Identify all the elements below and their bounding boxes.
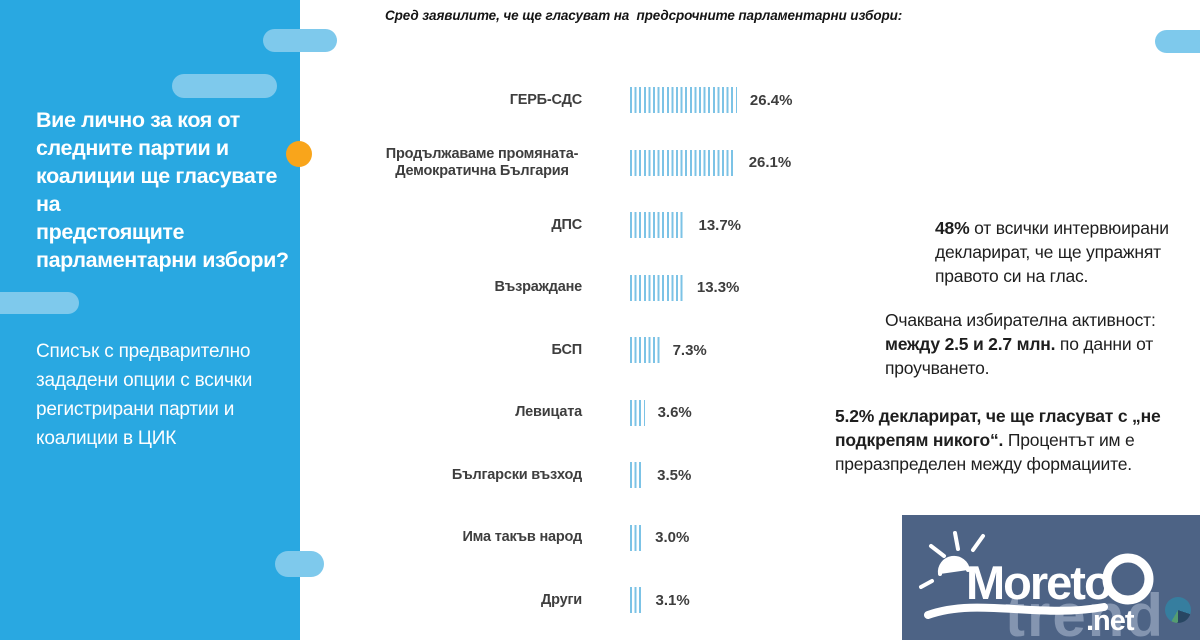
survey-question-title: Вие лично за коя от следните партии и ко… [36,108,289,272]
hatched-bar [630,524,643,551]
summary-text: Очаквана избирателна активност: [885,310,1156,330]
hatched-bar [630,399,645,426]
decor-pill [1155,30,1200,53]
chart-row: Български възход 3.5% [382,444,691,506]
bar-category-label: ГЕРБ-СДС [509,91,582,108]
summary-text: по данни от проучването. [885,334,1154,378]
survey-question-note: Списък с предварително зададени опции с … [36,341,253,449]
chart-row: ГЕРБ-СДС 26.4% [382,69,792,131]
hatched-bar [630,462,645,488]
sun-icon [919,531,985,589]
bar-value-label: 13.7% [698,216,742,234]
bar-value-label: 3.5% [657,466,692,484]
trend-pie-icon [1165,597,1191,623]
bar-value-label: 13.3% [696,279,740,296]
bar-category-label: Други [540,591,582,608]
moreto-logo-box: trend Moreto .net [902,515,1200,640]
decor-pill [263,29,337,52]
bar-category-label: Възраждане [494,279,582,295]
summary-text: от всички интервюирани декларират, че ще… [935,218,1169,286]
bar-value-label: 3.6% [657,404,692,421]
chart-row: ДПС 13.7% [382,194,741,256]
hatched-bar [630,337,660,363]
logo-suffix-text: .net [1086,605,1135,635]
summary-highlight: 48% [935,218,970,238]
bar-value-label: 26.4% [749,91,793,109]
chart-row: Левицата 3.6% [382,382,692,444]
summary-text-block: 5.2% декларират, че ще гласуват с „не по… [835,404,1185,476]
summary-highlight: между 2.5 и 2.7 млн. [885,334,1056,354]
chart-row: Има такъв народ 3.0% [382,507,689,569]
summary-text-block: 48% от всички интервюирани декларират, ч… [935,216,1177,288]
chart-row: Други 3.1% [382,569,690,631]
chart-row: Възраждане 13.3% [382,257,739,319]
bar-category-label: ДПС [551,216,582,233]
summary-text-block: Очаквана избирателна активност: между 2.… [885,308,1181,380]
bar-category-label: Продължаваме промяната-Демократична Бълг… [385,145,579,179]
hatched-bar [630,149,736,176]
hatched-bar [630,587,643,613]
chart-row: БСП 7.3% [382,319,707,381]
bar-value-label: 7.3% [672,341,707,359]
chart-row: Продължаваме промяната-Демократична Бълг… [382,132,792,194]
orange-dot [286,141,312,167]
hatched-bar [630,87,737,113]
logo-swoosh [924,603,1108,619]
chart-title: Сред заявилите, че ще гласуват на предср… [385,8,903,23]
bar-value-label: 26.1% [748,154,792,171]
bar-category-label: Има такъв народ [462,529,582,545]
bar-category-label: Левицата [515,404,582,420]
summary-text: Процентът им е преразпределен между форм… [835,430,1135,474]
sidebar-panel: Вие лично за коя от следните партии и ко… [0,0,300,640]
logo-ring [1102,553,1154,605]
moreto-logo: Moreto .net [919,531,1154,635]
logo-brand-text: Moreto [966,556,1111,609]
hatched-bar [630,274,684,301]
hatched-bar [630,212,686,238]
bar-category-label: Български възход [451,466,582,483]
bar-value-label: 3.0% [655,529,690,546]
bar-value-label: 3.1% [655,591,690,609]
summary-highlight: 5.2% декларират, че ще гласуват с „не по… [835,406,1161,450]
bar-category-label: БСП [551,341,582,358]
decor-pill [172,74,277,98]
decor-pill [275,551,324,577]
decor-pill [0,292,79,314]
